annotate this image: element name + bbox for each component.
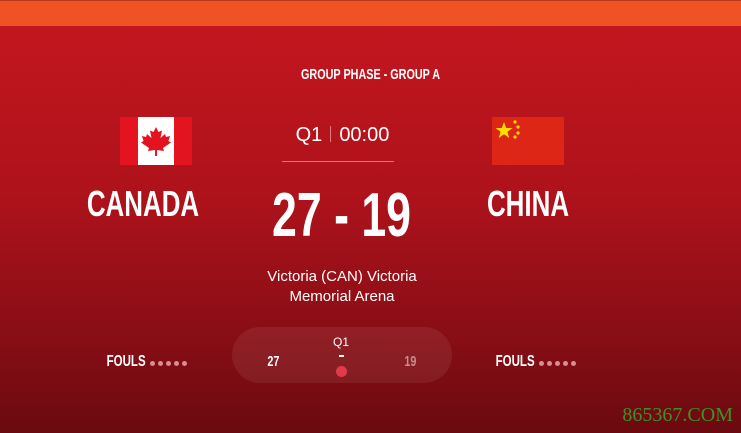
canada-flag-icon xyxy=(120,117,192,165)
venue: Victoria (CAN) Victoria Memorial Arena xyxy=(0,267,684,307)
clock-divider xyxy=(330,126,332,142)
home-fouls-indicator xyxy=(150,361,187,366)
watermark: 865367.COM xyxy=(622,404,733,426)
away-team-name: CHINA xyxy=(486,183,570,224)
live-indicator-icon xyxy=(336,366,347,377)
period-label: Q1 xyxy=(332,335,349,349)
clock-underline xyxy=(282,161,394,162)
china-flag-icon xyxy=(492,117,564,165)
away-fouls-label: FOULS xyxy=(495,353,535,370)
period-home-score: 27 xyxy=(267,353,280,370)
game-clock: Q1 00:00 xyxy=(270,124,415,147)
top-bar xyxy=(0,0,741,26)
home-fouls-label: FOULS xyxy=(106,353,146,370)
main-score: 27 - 19 xyxy=(272,181,412,250)
period-away-score: 19 xyxy=(404,353,417,370)
home-team-name: CANADA xyxy=(86,183,200,224)
phase-title: GROUP PHASE - GROUP A xyxy=(300,66,441,83)
away-fouls-indicator xyxy=(539,361,576,366)
period-separator xyxy=(339,355,344,357)
clock-time: 00:00 xyxy=(339,124,390,146)
venue-line-2: Memorial Arena xyxy=(289,288,395,305)
venue-line-1: Victoria (CAN) Victoria xyxy=(267,268,417,285)
clock-period: Q1 xyxy=(295,124,323,146)
